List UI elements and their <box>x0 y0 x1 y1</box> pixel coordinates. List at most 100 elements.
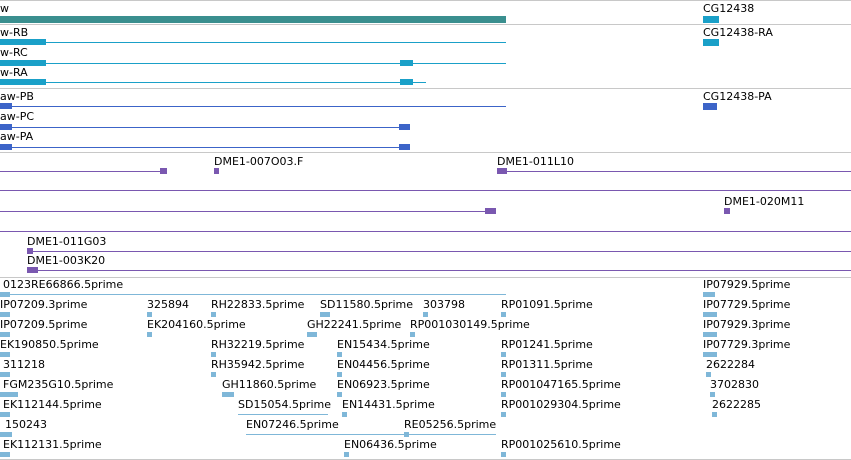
est-feature[interactable] <box>0 312 10 317</box>
est-label[interactable]: EN07246.5prime <box>246 418 339 431</box>
transcript-label-w-rb[interactable]: w-RB <box>0 26 29 39</box>
est-label[interactable]: SD15054.5prime <box>238 398 331 411</box>
est-feature[interactable] <box>238 414 328 415</box>
gene-label-cg12438[interactable]: CG12438 <box>703 2 755 15</box>
est-label[interactable]: EN04456.5prime <box>337 358 430 371</box>
transcript-aw-pa[interactable] <box>0 147 410 148</box>
est-label[interactable]: RP01091.5prime <box>501 298 593 311</box>
est-feature[interactable] <box>307 332 317 337</box>
est-label[interactable]: IP07729.3prime <box>703 338 791 351</box>
est-label[interactable]: EK112131.5prime <box>3 438 102 451</box>
est-label[interactable]: IP07929.3prime <box>703 318 791 331</box>
est-feature[interactable] <box>703 332 717 337</box>
est-label[interactable]: IP07729.5prime <box>703 298 791 311</box>
transcript-label-w-rc[interactable]: w-RC <box>0 46 28 59</box>
est-label[interactable]: SD11580.5prime <box>320 298 413 311</box>
est-label[interactable]: RP001030149.5prime <box>410 318 530 331</box>
est-feature[interactable] <box>0 292 10 297</box>
est-feature[interactable] <box>712 412 717 417</box>
est-label[interactable]: 0123RE66866.5prime <box>3 278 124 291</box>
est-feature[interactable] <box>147 332 152 337</box>
clone-label-dme1-003k20[interactable]: DME1-003K20 <box>27 254 106 267</box>
transcript-label-aw-pa[interactable]: aw-PA <box>0 130 34 143</box>
est-feature[interactable] <box>211 352 216 357</box>
est-label[interactable]: 3702830 <box>710 378 759 391</box>
transcript-aw-pb[interactable] <box>0 106 506 107</box>
est-feature[interactable] <box>423 312 428 317</box>
transcript-label-aw-pb[interactable]: aw-PB <box>0 90 34 103</box>
est-label[interactable]: FGM235G10.5prime <box>3 378 114 391</box>
transcript-w-rb[interactable] <box>0 42 506 43</box>
est-label[interactable]: RP01241.5prime <box>501 338 593 351</box>
est-label[interactable]: RP001047165.5prime <box>501 378 621 391</box>
est-label[interactable]: EK190850.5prime <box>0 338 99 351</box>
est-label[interactable]: 311218 <box>3 358 45 371</box>
transcript-cg12438-ra[interactable] <box>703 39 719 46</box>
est-feature[interactable] <box>703 352 717 357</box>
est-label[interactable]: 2622284 <box>706 358 755 371</box>
est-feature[interactable] <box>342 412 347 417</box>
est-feature[interactable] <box>404 432 409 437</box>
gene-feature-cg12438[interactable] <box>703 16 719 23</box>
est-feature[interactable] <box>337 352 342 357</box>
est-label[interactable]: RH32219.5prime <box>211 338 305 351</box>
est-label[interactable]: IP07929.5prime <box>703 278 791 291</box>
est-label[interactable]: EN14431.5prime <box>342 398 435 411</box>
est-feature[interactable] <box>0 392 18 397</box>
est-label[interactable]: GH11860.5prime <box>222 378 317 391</box>
clone-feature[interactable] <box>0 171 165 172</box>
est-feature[interactable] <box>703 312 717 317</box>
est-label[interactable]: 150243 <box>5 418 47 431</box>
est-label[interactable]: 2622285 <box>712 398 761 411</box>
transcript-label-aw-pc[interactable]: aw-PC <box>0 110 35 123</box>
est-label[interactable]: 325894 <box>147 298 189 311</box>
est-feature[interactable] <box>211 372 216 377</box>
clone-feature-dme1-003k20[interactable] <box>27 270 851 271</box>
clone-feature[interactable] <box>0 231 851 232</box>
est-feature[interactable] <box>501 392 506 397</box>
est-label[interactable]: RP001025610.5prime <box>501 438 621 451</box>
clone-feature[interactable] <box>0 211 496 212</box>
est-feature[interactable] <box>706 372 711 377</box>
est-feature[interactable] <box>501 452 506 457</box>
est-feature[interactable] <box>337 392 342 397</box>
est-label[interactable]: RE05256.5prime <box>404 418 497 431</box>
clone-label-dme1-020m11[interactable]: DME1-020M11 <box>724 195 805 208</box>
est-feature[interactable] <box>337 372 342 377</box>
transcript-label-w-ra[interactable]: w-RA <box>0 66 28 79</box>
est-label[interactable]: RH35942.5prime <box>211 358 305 371</box>
est-feature[interactable] <box>320 312 330 317</box>
est-feature[interactable] <box>0 412 10 417</box>
est-label[interactable]: GH22241.5prime <box>307 318 402 331</box>
est-feature[interactable] <box>703 292 715 297</box>
transcript-aw-pc[interactable] <box>0 127 410 128</box>
transcript-cg12438-pa[interactable] <box>703 103 717 110</box>
est-feature[interactable] <box>344 452 349 457</box>
est-feature[interactable] <box>147 312 152 317</box>
est-feature[interactable] <box>0 452 10 457</box>
est-feature[interactable] <box>501 412 506 417</box>
est-label[interactable]: RP01311.5prime <box>501 358 593 371</box>
clone-feature[interactable] <box>0 190 851 191</box>
clone-label-dme1-007o03[interactable]: DME1-007O03.F <box>214 155 304 168</box>
est-feature[interactable] <box>501 312 506 317</box>
est-feature[interactable] <box>0 372 10 377</box>
est-feature[interactable] <box>211 312 216 317</box>
est-feature[interactable] <box>0 432 12 437</box>
est-label[interactable]: EK112144.5prime <box>3 398 102 411</box>
clone-feature-dme1-011g03[interactable] <box>27 251 851 252</box>
gene-feature-w[interactable] <box>0 16 506 23</box>
est-feature[interactable] <box>222 392 234 397</box>
est-label[interactable]: EK204160.5prime <box>147 318 246 331</box>
est-feature[interactable] <box>0 352 10 357</box>
est-label[interactable]: RH22833.5prime <box>211 298 305 311</box>
est-feature[interactable] <box>710 392 715 397</box>
est-label[interactable]: EN15434.5prime <box>337 338 430 351</box>
est-feature[interactable] <box>246 434 496 435</box>
est-label[interactable]: 303798 <box>423 298 465 311</box>
transcript-label-cg12438-pa[interactable]: CG12438-PA <box>703 90 772 103</box>
est-label[interactable]: RP001029304.5prime <box>501 398 621 411</box>
est-label[interactable]: IP07209.3prime <box>0 298 88 311</box>
transcript-w-ra[interactable] <box>0 82 426 83</box>
est-label[interactable]: EN06436.5prime <box>344 438 437 451</box>
